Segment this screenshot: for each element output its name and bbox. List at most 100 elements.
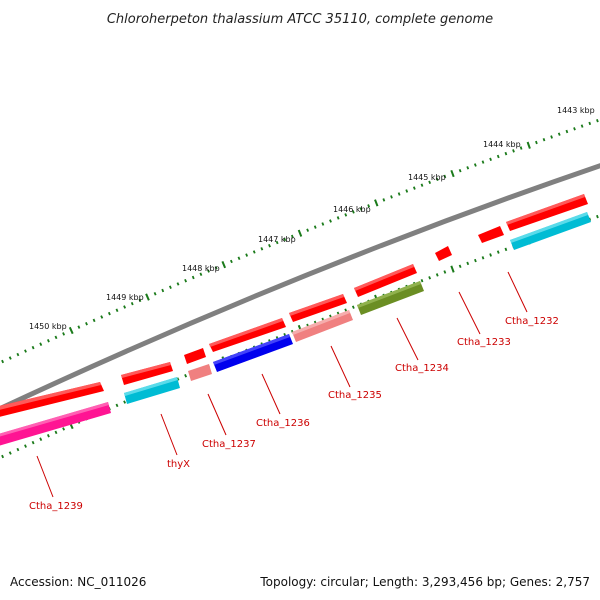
gene-arrow-a[interactable] [121, 362, 173, 385]
inner-minor-tick [115, 403, 119, 408]
scale-major-tick [145, 293, 150, 301]
inner-minor-tick [489, 253, 492, 257]
scale-minor-tick [504, 151, 508, 156]
scale-minor-tick [229, 259, 233, 264]
inner-minor-tick [184, 374, 188, 378]
inner-major-tick [450, 265, 455, 273]
scale-minor-tick [580, 124, 584, 128]
scale-minor-tick [85, 322, 88, 326]
genes-strand-a [0, 194, 588, 418]
scale-major-tick [221, 261, 227, 269]
inner-minor-tick [435, 273, 439, 277]
scale-major-tick [68, 326, 74, 335]
scale-minor-tick [336, 216, 340, 220]
scale-minor-tick [237, 256, 241, 261]
scale-label-1443: 1443 kbp [557, 106, 595, 115]
gene-arrow-f[interactable] [478, 226, 504, 243]
inner-minor-tick [420, 278, 424, 283]
gene-ctha-1239[interactable] [0, 402, 111, 447]
gene-arrow-e[interactable] [354, 264, 417, 297]
leader-ctha-1237 [207, 393, 227, 436]
inner-minor-tick [123, 400, 127, 404]
scale-label-1446: 1446 kbp [333, 205, 371, 214]
inner-minor-tick [39, 437, 43, 441]
leader-ctha-1234 [396, 317, 419, 361]
gene-label-ctha-1232[interactable]: Ctha_1232 [505, 316, 559, 327]
leader-ctha-1232 [507, 271, 528, 313]
gene-arrow-d[interactable] [289, 294, 347, 322]
inner-minor-tick [351, 305, 355, 309]
scale-minor-tick [1, 359, 5, 364]
scale-minor-tick [557, 132, 561, 136]
scale-minor-tick [306, 228, 310, 232]
scale-minor-tick [8, 356, 12, 360]
scale-minor-tick [351, 210, 355, 214]
gene-arrow-b[interactable] [184, 348, 206, 364]
gene-label-ctha-1234[interactable]: Ctha_1234 [395, 363, 449, 374]
inner-minor-tick [496, 250, 500, 254]
scale-major-tick [526, 141, 531, 149]
gene-ctha-1234[interactable] [357, 281, 424, 315]
scale-track [1, 118, 599, 364]
scale-minor-tick [435, 177, 439, 182]
scale-minor-tick [359, 207, 363, 211]
gene-label-ctha-1233[interactable]: Ctha_1233 [457, 337, 511, 348]
gene-ctha-1236[interactable] [213, 334, 293, 372]
scale-minor-tick [573, 127, 576, 131]
inner-minor-tick [176, 377, 180, 381]
scale-label-1448: 1448 kbp [182, 264, 220, 273]
scale-minor-tick [176, 282, 180, 286]
gene-ctha-1232-box[interactable] [506, 194, 588, 231]
gene-ctha-1235[interactable] [292, 310, 353, 342]
scale-minor-tick [550, 135, 553, 139]
gene-thyx[interactable] [124, 377, 180, 404]
scale-minor-tick [252, 250, 256, 254]
scale-minor-tick [77, 325, 81, 329]
scale-minor-tick [283, 237, 287, 242]
scale-minor-tick [115, 308, 119, 313]
gene-ctha-1233-box[interactable] [435, 246, 452, 261]
scale-minor-tick [519, 146, 523, 150]
gene-label-ctha-1235[interactable]: Ctha_1235 [328, 390, 382, 401]
leader-ctha-1236 [261, 373, 281, 415]
scale-minor-tick [405, 189, 409, 193]
genes-strand-b [0, 212, 591, 447]
gene-label-ctha-1236[interactable]: Ctha_1236 [256, 418, 310, 429]
scale-minor-tick [428, 180, 432, 185]
scale-minor-tick [412, 186, 416, 190]
scale-minor-tick [191, 275, 195, 280]
gene-ctha-1239-forward[interactable] [0, 382, 104, 418]
scale-minor-tick [153, 292, 157, 296]
scale-label-1447: 1447 kbp [258, 235, 296, 244]
gene-labels: Ctha_1232 Ctha_1233 Ctha_1234 Ctha_1235 … [29, 316, 559, 512]
inner-minor-tick [481, 256, 485, 260]
scale-minor-tick [596, 118, 599, 123]
scale-minor-tick [54, 335, 58, 340]
inner-minor-tick [1, 454, 5, 459]
leader-ctha-1235 [330, 345, 351, 388]
scale-minor-tick [565, 129, 569, 134]
genome-backbone [0, 163, 600, 412]
scale-minor-tick [92, 318, 96, 323]
scale-minor-tick [138, 298, 142, 303]
gene-label-ctha-1239[interactable]: Ctha_1239 [29, 501, 83, 512]
scale-label-1449: 1449 kbp [106, 293, 144, 302]
scale-minor-tick [260, 247, 264, 251]
scale-minor-tick [466, 166, 470, 170]
scale-minor-tick [329, 219, 332, 223]
scale-major-tick [297, 229, 303, 237]
inner-minor-tick [466, 261, 470, 266]
gene-label-thyx[interactable]: thyX [167, 459, 190, 470]
leader-thyx [160, 413, 178, 456]
scale-minor-tick [39, 342, 43, 346]
inner-minor-tick [24, 444, 27, 448]
scale-minor-tick [542, 137, 546, 142]
accession-text: Accession: NC_011026 [10, 575, 146, 589]
gene-arrow-c[interactable] [209, 318, 286, 352]
gene-ctha-1232[interactable] [510, 212, 591, 250]
gene-label-ctha-1237[interactable]: Ctha_1237 [202, 439, 256, 450]
gene-ctha-1237[interactable] [188, 364, 212, 381]
scale-minor-tick [481, 160, 485, 164]
scale-label-1445: 1445 kbp [408, 173, 446, 182]
